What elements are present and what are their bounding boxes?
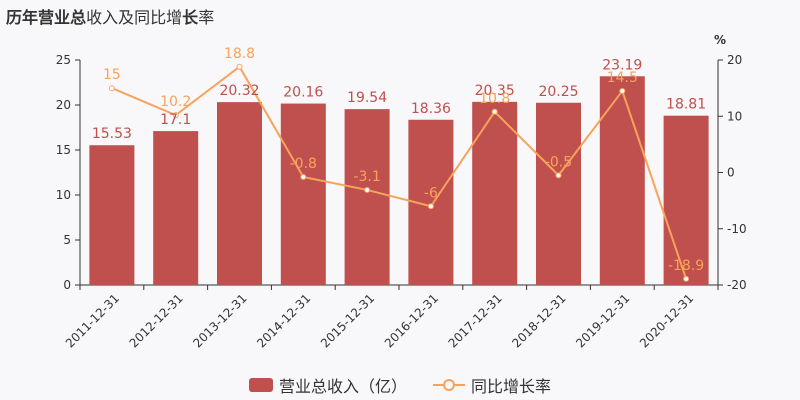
y-right-tick-label: 0 (727, 166, 735, 180)
growth-value-label: -3.1 (353, 169, 380, 185)
growth-value-label: 10.8 (479, 91, 510, 107)
growth-line (111, 65, 688, 280)
y-left-tick-label: 15 (56, 143, 71, 157)
growth-point (108, 85, 115, 92)
x-tick-label: 2018-12-31 (509, 291, 568, 350)
growth-value-label: 18.8 (224, 46, 255, 62)
y-right-tick-label: -20 (727, 278, 747, 292)
y-right-tick-label: -10 (727, 222, 747, 236)
y-left-tick-label: 25 (56, 53, 71, 67)
bar (344, 109, 390, 285)
bar (536, 102, 581, 285)
bar-value-label: 20.16 (283, 85, 323, 101)
growth-point (619, 87, 626, 94)
legend-item-revenue[interactable]: 营业总收入（亿） (248, 373, 407, 397)
x-tick-label: 2016-12-31 (382, 291, 441, 350)
chart-title: 历年营业总收入及同比增长率 (6, 8, 215, 27)
growth-value-label: -6 (424, 185, 438, 201)
growth-value-label: 14.5 (607, 70, 638, 86)
x-tick-label: 2011-12-31 (63, 291, 122, 350)
growth-value-label: -18.9 (668, 258, 704, 274)
y-left-tick-label: 10 (56, 188, 71, 202)
growth-value-label: 15 (103, 67, 121, 83)
growth-value-label: -0.8 (290, 156, 317, 172)
y-right-tick-label: 20 (727, 53, 742, 67)
y-left-tick-label: 0 (63, 278, 71, 292)
bar-value-label: 20.35 (475, 83, 515, 99)
bar-value-label: 19.54 (347, 90, 387, 106)
growth-point (364, 186, 371, 193)
legend-item-growth[interactable]: 同比增长率 (433, 373, 551, 397)
legend: 营业总收入（亿） 同比增长率 (0, 373, 800, 397)
bar (280, 103, 326, 285)
growth-point (491, 108, 498, 115)
bar (217, 102, 262, 286)
bar (472, 101, 518, 285)
bar (599, 76, 645, 285)
bar-value-label: 23.19 (602, 57, 642, 73)
x-tick-label: 2019-12-31 (573, 291, 632, 350)
bar-value-label: 15.53 (92, 126, 132, 142)
legend-bar-swatch (248, 378, 273, 392)
x-tick-label: 2020-12-31 (637, 291, 696, 350)
growth-point (172, 112, 179, 119)
growth-point (683, 275, 690, 282)
legend-revenue-label: 营业总收入（亿） (278, 377, 407, 396)
bar (89, 145, 135, 285)
y-left-tick-label: 20 (56, 98, 71, 112)
legend-growth-label: 同比增长率 (471, 377, 552, 396)
x-tick-label: 2015-12-31 (318, 291, 377, 350)
growth-value-label: -0.5 (545, 154, 572, 170)
growth-point (555, 172, 562, 179)
x-tick-label: 2017-12-31 (446, 291, 505, 350)
bar-value-label: 17.1 (160, 112, 191, 128)
bar-value-label: 18.36 (411, 101, 451, 117)
growth-point (427, 203, 434, 210)
growth-value-label: 10.2 (160, 94, 191, 110)
bar-value-label: 18.81 (666, 97, 706, 113)
growth-point (300, 174, 307, 180)
growth-point (236, 63, 243, 70)
bar (663, 115, 709, 286)
y-right-tick-label: 10 (727, 109, 742, 123)
bar-value-label: 20.32 (219, 83, 259, 99)
y-right-unit: % (714, 33, 726, 47)
bar-value-label: 20.25 (538, 84, 578, 100)
x-tick-label: 2014-12-31 (254, 291, 313, 350)
bar (153, 131, 199, 285)
legend-line-swatch (433, 379, 465, 391)
y-left-tick-label: 5 (63, 233, 71, 247)
x-tick-label: 2012-12-31 (127, 291, 186, 350)
x-tick-label: 2013-12-31 (190, 291, 249, 350)
